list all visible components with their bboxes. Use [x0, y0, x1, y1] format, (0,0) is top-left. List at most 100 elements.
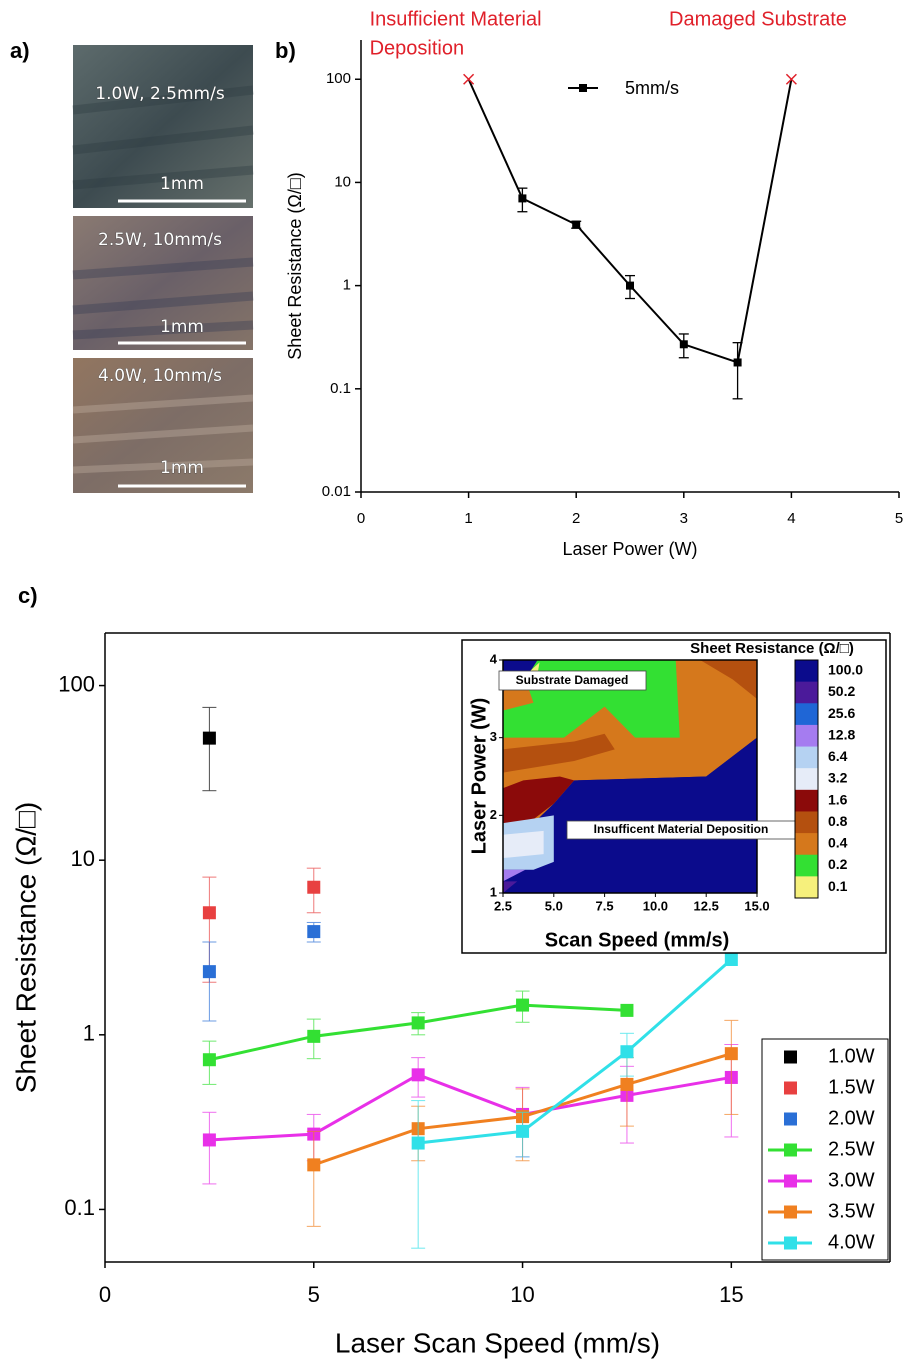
marker [202, 731, 216, 745]
colorbar-band [795, 833, 818, 856]
marker [572, 220, 581, 229]
colorbar-label: 0.8 [828, 813, 848, 829]
x-tick-label: 5 [308, 1282, 320, 1307]
colorbar-band [795, 724, 818, 748]
x-tick-label: 15.0 [744, 898, 769, 913]
legend-marker [784, 1112, 797, 1126]
x-tick-label: 0 [99, 1282, 111, 1307]
x-tick-label: 4 [787, 510, 795, 527]
legend-label: 1.0W [828, 1045, 875, 1067]
colorbar-label: 100.0 [828, 662, 863, 678]
marker [202, 1053, 216, 1067]
error-bar [202, 1111, 217, 1185]
colorbar-band [795, 789, 818, 812]
marker [620, 1077, 634, 1091]
marker [679, 340, 688, 349]
legend-label: 1.5W [828, 1076, 875, 1098]
y-tick-label: 100 [326, 70, 351, 87]
y-tick-label: 0.01 [322, 483, 351, 500]
contour-region [700, 660, 757, 699]
y-tick-label: 100 [58, 671, 95, 696]
error-bar [724, 1019, 739, 1115]
y-tick-label: 4 [490, 651, 498, 666]
texture [72, 394, 254, 474]
y-tick-label: 1 [490, 884, 497, 899]
marker [733, 358, 742, 367]
marker [307, 1029, 321, 1043]
x-tick-label: 5 [895, 510, 903, 527]
scale-bar-label: 1mm [160, 174, 204, 194]
plot-frame [502, 659, 758, 894]
x-tick-label: 10.0 [643, 898, 668, 913]
marker [516, 1124, 530, 1138]
marker [202, 965, 216, 979]
colorbar-band [795, 746, 818, 769]
colorbar-label: 25.6 [828, 705, 855, 721]
marker [411, 1068, 425, 1082]
legend-marker [784, 1143, 797, 1157]
micrograph: 4.0W, 10mm/s 1mm [72, 358, 254, 493]
micrograph-image [73, 45, 253, 208]
error-bar [202, 706, 217, 792]
x-tick-label: 2.5 [494, 898, 512, 913]
marker [620, 1003, 634, 1017]
colorbar-label: 12.8 [828, 726, 855, 742]
legend-label: 2.0W [828, 1107, 875, 1129]
failure-marker [463, 73, 475, 85]
annotation: Damaged Substrate [669, 8, 847, 30]
contour-region [503, 881, 518, 893]
y-axis-label: Laser Power (W) [468, 698, 490, 855]
marker [518, 194, 527, 203]
y-tick-label: 2 [490, 807, 497, 822]
colorbar-band [795, 768, 818, 791]
marker [620, 1045, 634, 1059]
colorbar-label: 3.2 [828, 770, 848, 786]
colorbar-label: 0.4 [828, 835, 848, 851]
colorbar-band [795, 876, 818, 899]
annotation: Insufficent Material Deposition [594, 822, 769, 836]
micrograph-label: 2.5W, 10mm/s [98, 230, 222, 250]
micrograph-label: 4.0W, 10mm/s [98, 366, 222, 386]
annotation: Insufficient Material [370, 8, 542, 30]
x-tick-label: 1 [464, 510, 472, 527]
annotation: Deposition [370, 37, 465, 59]
colorbar-band [795, 811, 818, 834]
colorbar-band [795, 681, 818, 704]
legend-marker [784, 1050, 797, 1064]
y-tick-label: 3 [490, 729, 497, 744]
marker [626, 281, 634, 290]
marker-stroke [463, 73, 475, 85]
x-tick-label: 12.5 [694, 898, 719, 913]
marker [307, 925, 321, 939]
legend-label: 5mm/s [625, 78, 679, 98]
legend-marker [579, 84, 587, 92]
colorbar-label: 1.6 [828, 791, 848, 807]
legend-marker [784, 1205, 797, 1219]
y-tick-label: 0.1 [64, 1195, 95, 1220]
marker [411, 1136, 425, 1150]
colorbar-band [795, 660, 818, 683]
y-tick-label: 1 [343, 277, 351, 294]
error-bar [411, 1100, 426, 1249]
scale-bar-label: 1mm [160, 317, 204, 337]
colorbar-label: 0.2 [828, 856, 848, 872]
micrograph: 2.5W, 10mm/s 1mm [72, 216, 254, 350]
y-tick-label: 0.1 [330, 380, 351, 397]
failure-marker [785, 73, 797, 85]
y-axis-label: Sheet Resistance (Ω/□) [10, 802, 41, 1094]
marker [516, 998, 530, 1012]
panel-label: b) [275, 38, 296, 63]
y-axis-label: Sheet Resistance (Ω/□) [285, 172, 305, 359]
micrograph-image [73, 358, 253, 493]
y-tick-label: 10 [334, 173, 351, 190]
x-tick-label: 3 [680, 510, 688, 527]
micrograph-label: 1.0W, 2.5mm/s [95, 84, 225, 104]
marker [307, 880, 321, 894]
legend-label: 3.0W [828, 1169, 875, 1191]
legend-marker [784, 1174, 797, 1188]
contour-region [503, 737, 757, 893]
series-line [209, 1073, 732, 1142]
legend-marker [784, 1081, 797, 1095]
micrograph-image [73, 216, 253, 350]
